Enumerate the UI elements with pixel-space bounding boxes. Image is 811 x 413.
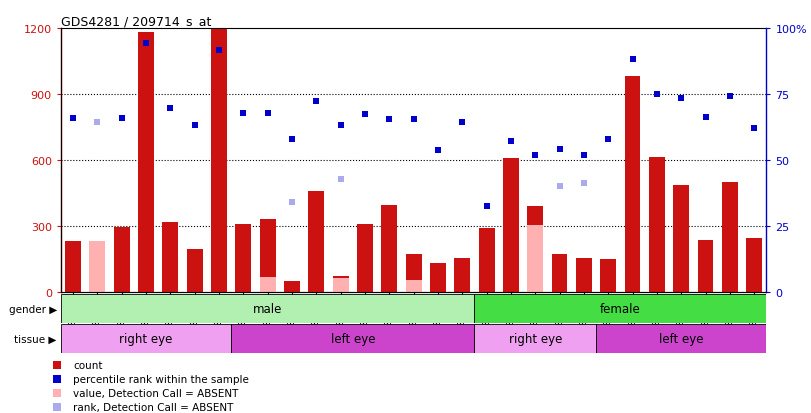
Bar (211, 30, 227, 292)
Bar (596, 324, 766, 353)
Bar (406, 254, 422, 292)
Bar (576, 259, 592, 292)
Text: count: count (73, 360, 102, 370)
Bar (624, 77, 641, 292)
Bar (61, 324, 231, 353)
Text: right eye: right eye (119, 332, 173, 345)
Bar (235, 224, 251, 292)
Bar (65, 242, 81, 292)
Bar (333, 278, 349, 292)
Bar (454, 259, 470, 292)
Bar (551, 254, 568, 292)
Bar (114, 228, 130, 292)
Bar (478, 229, 495, 292)
Text: gender ▶: gender ▶ (9, 304, 57, 314)
Text: left eye: left eye (659, 332, 703, 345)
Text: female: female (600, 302, 641, 316)
Bar (600, 259, 616, 292)
Bar (722, 183, 738, 292)
Text: percentile rank within the sample: percentile rank within the sample (73, 374, 249, 384)
Bar (284, 281, 300, 292)
Bar (138, 33, 154, 292)
Bar (162, 222, 178, 292)
Bar (231, 324, 474, 353)
Bar (89, 242, 105, 292)
Bar (260, 277, 276, 292)
Text: value, Detection Call = ABSENT: value, Detection Call = ABSENT (73, 388, 238, 398)
Text: right eye: right eye (508, 332, 562, 345)
Bar (333, 276, 349, 292)
Bar (474, 324, 596, 353)
Bar (474, 294, 766, 323)
Bar (503, 159, 519, 292)
Bar (697, 241, 714, 292)
Bar (746, 239, 762, 292)
Text: left eye: left eye (331, 332, 375, 345)
Bar (649, 157, 665, 292)
Bar (430, 264, 446, 292)
Bar (357, 224, 373, 292)
Bar (187, 249, 203, 292)
Bar (527, 207, 543, 292)
Bar (61, 294, 474, 323)
Text: male: male (253, 302, 282, 316)
Bar (527, 225, 543, 292)
Bar (673, 186, 689, 292)
Bar (406, 280, 422, 292)
Bar (308, 191, 324, 292)
Text: tissue ▶: tissue ▶ (15, 334, 57, 344)
Bar (381, 206, 397, 292)
Text: GDS4281 / 209714_s_at: GDS4281 / 209714_s_at (61, 15, 211, 28)
Text: rank, Detection Call = ABSENT: rank, Detection Call = ABSENT (73, 402, 234, 412)
Bar (260, 220, 276, 292)
